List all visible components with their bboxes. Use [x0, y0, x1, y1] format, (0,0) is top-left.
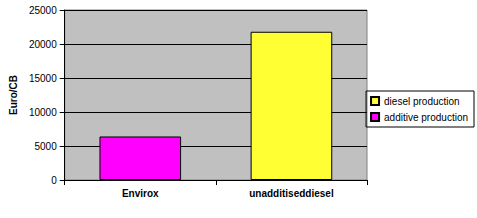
svg-text:diesel production: diesel production: [384, 96, 460, 107]
svg-text:additive production: additive production: [384, 112, 468, 123]
svg-text:15000: 15000: [29, 73, 57, 84]
svg-text:unadditiseddiesel: unadditiseddiesel: [249, 188, 334, 199]
svg-text:10000: 10000: [29, 107, 57, 118]
svg-text:Envirox: Envirox: [122, 188, 159, 199]
svg-text:20000: 20000: [29, 39, 57, 50]
svg-text:Euro/CB: Euro/CB: [8, 75, 19, 115]
svg-text:5000: 5000: [34, 141, 57, 152]
svg-text:25000: 25000: [29, 5, 57, 16]
svg-text:0: 0: [51, 175, 57, 186]
